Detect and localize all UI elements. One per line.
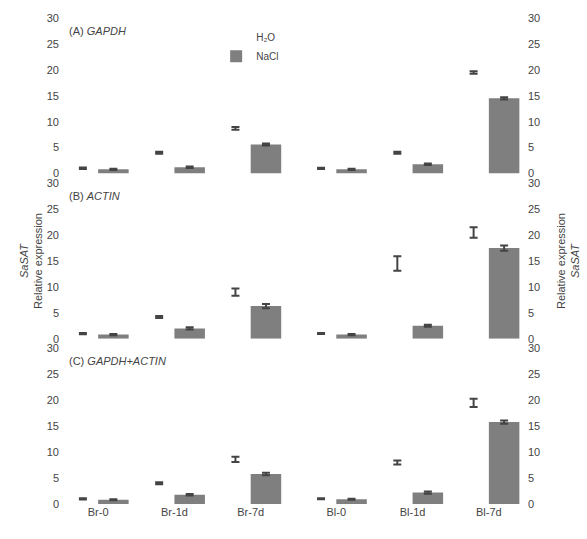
svg-text:10: 10: [47, 116, 59, 128]
svg-text:Br-7d: Br-7d: [237, 506, 264, 518]
svg-text:Relative expressionSaSAT: Relative expressionSaSAT: [555, 213, 581, 309]
svg-text:20: 20: [528, 64, 540, 76]
svg-text:30: 30: [47, 342, 59, 354]
svg-text:10: 10: [528, 446, 540, 458]
svg-text:Br-1d: Br-1d: [161, 506, 188, 518]
svg-text:H₂O: H₂O: [256, 32, 275, 43]
svg-text:30: 30: [528, 342, 540, 354]
svg-text:Bl-7d: Bl-7d: [476, 506, 502, 518]
svg-text:0: 0: [53, 333, 59, 345]
svg-text:20: 20: [528, 394, 540, 406]
svg-text:30: 30: [528, 12, 540, 24]
svg-text:15: 15: [47, 90, 59, 102]
svg-text:15: 15: [528, 255, 540, 267]
svg-text:(B) ACTIN: (B) ACTIN: [69, 190, 120, 202]
svg-text:15: 15: [47, 420, 59, 432]
svg-text:20: 20: [47, 229, 59, 241]
svg-text:(C) GAPDH+ACTIN: (C) GAPDH+ACTIN: [69, 355, 166, 367]
svg-text:20: 20: [47, 394, 59, 406]
svg-text:5: 5: [53, 472, 59, 484]
svg-text:25: 25: [47, 368, 59, 380]
svg-text:15: 15: [47, 255, 59, 267]
svg-text:5: 5: [528, 141, 534, 153]
svg-text:5: 5: [53, 141, 59, 153]
svg-text:5: 5: [528, 307, 534, 319]
svg-text:0: 0: [53, 498, 59, 510]
svg-text:10: 10: [528, 281, 540, 293]
svg-text:5: 5: [528, 472, 534, 484]
svg-text:25: 25: [528, 203, 540, 215]
svg-text:15: 15: [528, 90, 540, 102]
svg-text:(A) GAPDH: (A) GAPDH: [69, 25, 126, 37]
svg-text:25: 25: [528, 368, 540, 380]
svg-text:25: 25: [47, 38, 59, 50]
svg-text:15: 15: [528, 420, 540, 432]
svg-text:0: 0: [528, 498, 534, 510]
svg-text:Bl-0: Bl-0: [327, 506, 347, 518]
svg-text:0: 0: [528, 167, 534, 179]
svg-text:10: 10: [47, 281, 59, 293]
svg-text:Bl-1d: Bl-1d: [400, 506, 426, 518]
svg-text:25: 25: [528, 38, 540, 50]
svg-text:Br-0: Br-0: [88, 506, 109, 518]
svg-text:SaSATRelative expression: SaSATRelative expression: [18, 213, 44, 309]
svg-text:0: 0: [53, 167, 59, 179]
svg-text:10: 10: [528, 116, 540, 128]
svg-text:0: 0: [528, 333, 534, 345]
svg-text:20: 20: [47, 64, 59, 76]
svg-text:5: 5: [53, 307, 59, 319]
svg-text:30: 30: [47, 12, 59, 24]
svg-text:NaCl: NaCl: [256, 51, 278, 62]
svg-text:10: 10: [47, 446, 59, 458]
svg-text:20: 20: [528, 229, 540, 241]
svg-text:25: 25: [47, 203, 59, 215]
svg-text:30: 30: [47, 177, 59, 189]
svg-text:30: 30: [528, 177, 540, 189]
